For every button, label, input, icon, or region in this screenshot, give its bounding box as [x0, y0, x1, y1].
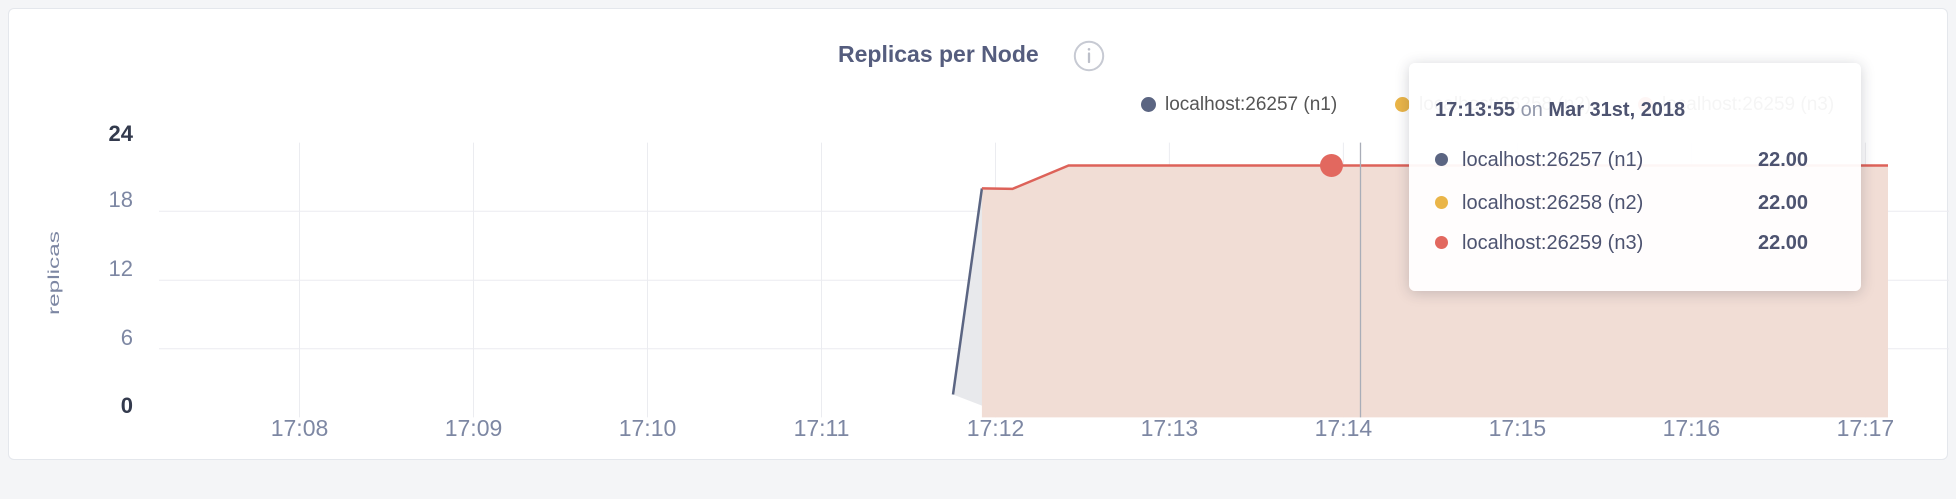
svg-text:24: 24: [109, 121, 134, 146]
svg-text:17:12: 17:12: [967, 415, 1025, 441]
svg-text:0: 0: [121, 393, 133, 418]
svg-text:17:13: 17:13: [1141, 415, 1199, 441]
svg-text:18: 18: [109, 187, 133, 212]
svg-text:17:10: 17:10: [619, 415, 677, 441]
svg-text:17:08: 17:08: [271, 415, 329, 441]
svg-text:17:16: 17:16: [1663, 415, 1721, 441]
svg-text:6: 6: [121, 325, 133, 350]
svg-text:17:15: 17:15: [1489, 415, 1547, 441]
svg-text:12: 12: [109, 256, 133, 281]
svg-text:17:11: 17:11: [794, 415, 850, 441]
svg-text:17:17: 17:17: [1837, 415, 1895, 441]
svg-text:17:14: 17:14: [1315, 415, 1373, 441]
svg-text:17:09: 17:09: [445, 415, 503, 441]
